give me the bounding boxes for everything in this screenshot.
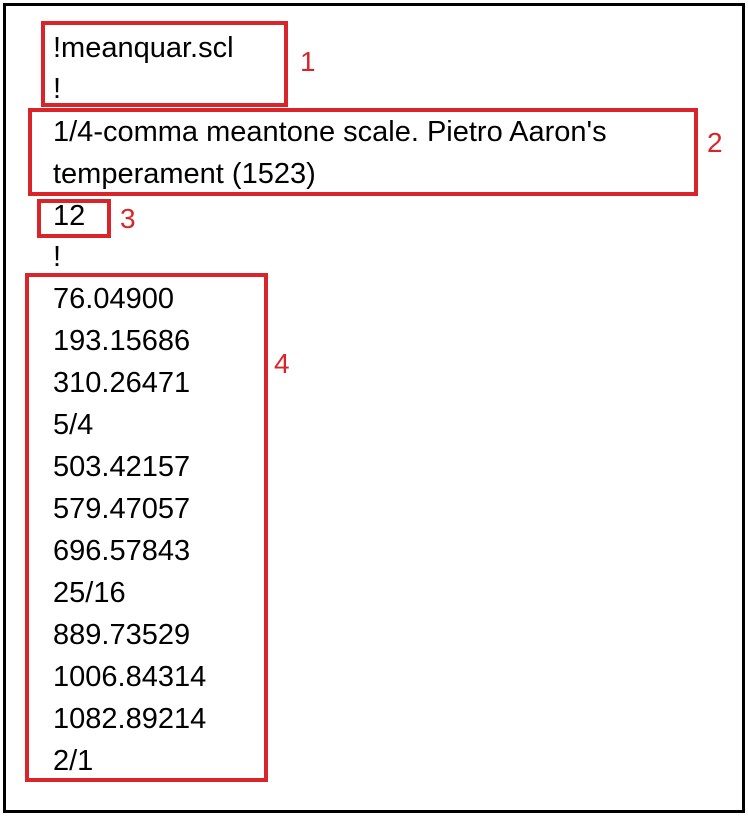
description-line-2: temperament (1523) xyxy=(53,158,316,190)
pitch-line: 76.04900 xyxy=(53,283,174,315)
annotation-box-2 xyxy=(28,108,698,196)
pitch-line: 310.26471 xyxy=(53,367,191,399)
pitch-line: 579.47057 xyxy=(53,493,191,525)
comment-line-1: ! xyxy=(53,73,62,105)
document-frame xyxy=(3,3,745,813)
pitch-line: 193.15686 xyxy=(53,325,191,357)
pitch-line: 1082.89214 xyxy=(53,703,207,735)
pitch-line: 503.42157 xyxy=(53,451,191,483)
annotation-label-2: 2 xyxy=(707,127,723,158)
pitch-line: 696.57843 xyxy=(53,535,191,567)
annotation-label-1: 1 xyxy=(300,46,316,77)
pitch-line: 1006.84314 xyxy=(53,661,207,693)
comment-line-2: ! xyxy=(53,241,62,273)
pitch-line: 5/4 xyxy=(53,409,94,441)
annotation-box-4 xyxy=(25,273,268,782)
pitch-line: 889.73529 xyxy=(53,619,191,651)
annotation-box-3 xyxy=(37,199,111,238)
description-line-1: 1/4-comma meantone scale. Pietro Aaron's xyxy=(53,116,607,148)
scale-filename: !meanquar.scl xyxy=(53,32,234,64)
pitch-line: 2/1 xyxy=(53,745,94,777)
annotation-label-4: 4 xyxy=(274,348,290,379)
annotation-box-1 xyxy=(41,21,288,107)
pitch-line: 25/16 xyxy=(53,577,126,609)
annotation-label-3: 3 xyxy=(120,203,136,234)
note-count: 12 xyxy=(53,200,86,232)
